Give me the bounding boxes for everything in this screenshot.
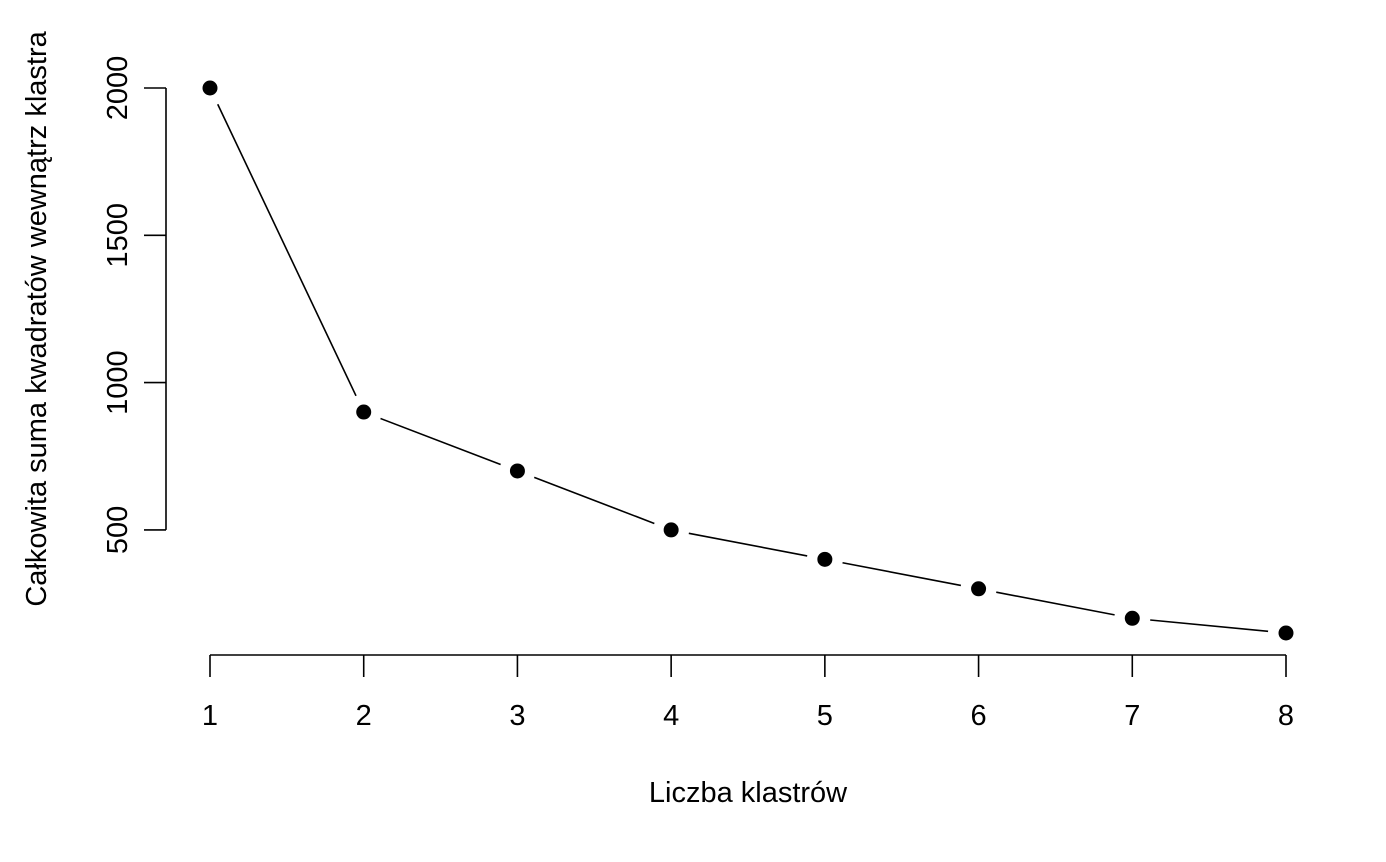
series-segment-2-3 [380, 417, 501, 466]
x-tick-label-3: 3 [509, 700, 525, 732]
data-point-2 [356, 404, 372, 420]
x-tick-label-8: 8 [1278, 700, 1294, 732]
y-tick-label-500: 500 [102, 506, 134, 554]
y-axis: 500 1000 1500 2000 [102, 56, 167, 554]
x-tick-label-1: 1 [202, 700, 218, 732]
data-point-1 [202, 80, 218, 96]
y-tick-label-2000: 2000 [102, 56, 134, 121]
series-segment-6-7 [996, 591, 1115, 616]
y-tick-label-1000: 1000 [102, 350, 134, 415]
series-lines [216, 103, 1269, 633]
x-tick-label-7: 7 [1124, 700, 1140, 732]
data-point-7 [1124, 610, 1140, 626]
data-point-3 [509, 463, 525, 479]
data-point-8 [1278, 625, 1294, 641]
series-segment-1-2 [216, 103, 357, 397]
x-tick-label-5: 5 [817, 700, 833, 732]
data-point-4 [663, 522, 679, 538]
series-segment-4-5 [688, 532, 808, 557]
x-axis: 1 2 3 4 5 6 7 8 [202, 654, 1294, 732]
series-segment-7-8 [1150, 619, 1269, 633]
data-point-6 [971, 581, 987, 597]
x-tick-label-4: 4 [663, 700, 679, 732]
x-tick-label-2: 2 [356, 700, 372, 732]
series-segment-3-4 [533, 476, 655, 525]
y-tick-label-1500: 1500 [102, 203, 134, 268]
x-tick-label-6: 6 [971, 700, 987, 732]
series-points [202, 80, 1294, 641]
y-axis-title: Całkowita suma kwadratów wewnątrz klastr… [21, 30, 53, 606]
series-segment-5-6 [842, 561, 962, 587]
data-point-5 [817, 551, 833, 567]
x-axis-title: Liczba klastrów [649, 777, 848, 809]
